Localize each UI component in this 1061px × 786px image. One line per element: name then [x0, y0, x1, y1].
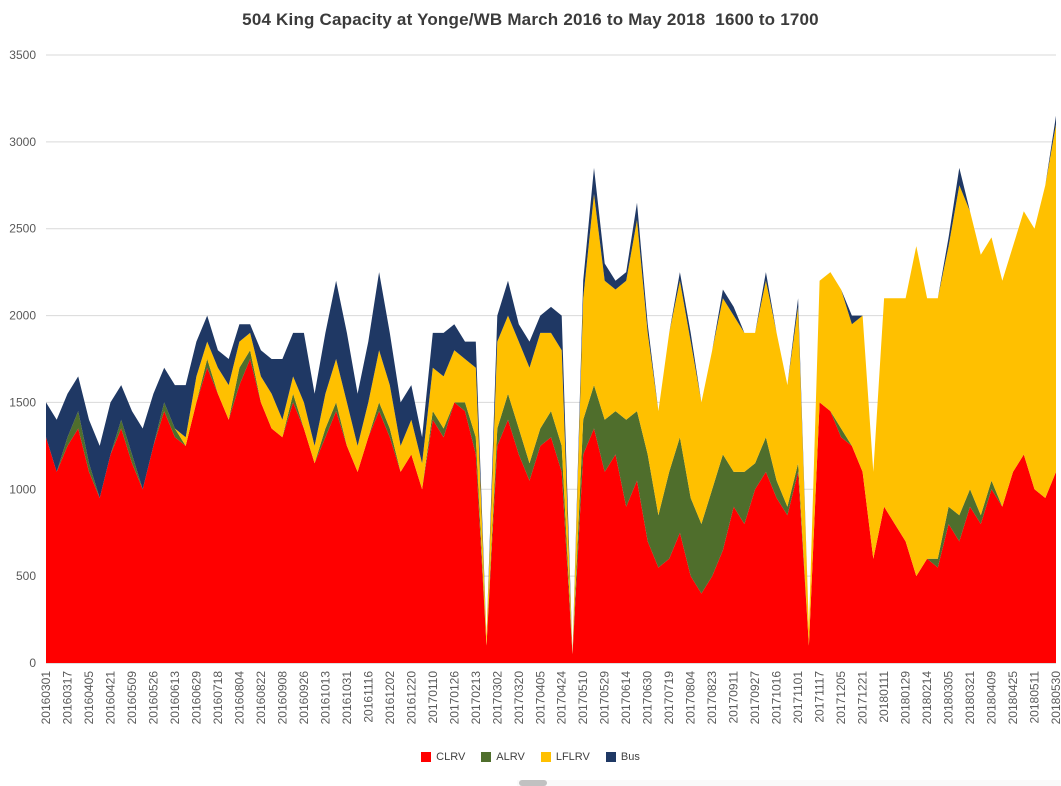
x-tick-label: 20160613	[168, 671, 182, 725]
legend-label: CLRV	[436, 751, 466, 763]
legend-label: Bus	[620, 751, 640, 763]
x-tick-label: 20170510	[576, 671, 590, 725]
y-tick-label: 0	[29, 656, 36, 670]
x-tick-label: 20180321	[963, 671, 977, 725]
x-tick-label: 20160718	[211, 671, 225, 725]
y-tick-label: 2000	[9, 309, 36, 323]
x-tick-label: 20161202	[383, 671, 397, 725]
y-tick-label: 500	[16, 569, 36, 583]
x-tick-label: 20160509	[125, 671, 139, 725]
x-tick-label: 20170804	[684, 671, 698, 725]
x-tick-label: 20180111	[877, 671, 891, 723]
x-tick-label: 20170302	[490, 671, 504, 725]
x-tick-label: 20171016	[770, 671, 784, 725]
x-tick-label: 20170126	[447, 671, 461, 725]
x-tick-label: 20161013	[318, 671, 332, 725]
x-tick-label: 20170529	[598, 671, 612, 725]
x-tick-label: 20180511	[1028, 671, 1042, 724]
y-tick-label: 1500	[9, 395, 36, 409]
x-tick-label: 20160908	[275, 671, 289, 725]
x-tick-label: 20160926	[297, 671, 311, 725]
legend-label: LFLRV	[555, 751, 590, 763]
x-tick-label: 20160629	[189, 671, 203, 725]
y-tick-label: 2500	[9, 222, 36, 236]
y-tick-label: 3000	[9, 135, 36, 149]
x-tick-label: 20160804	[232, 671, 246, 725]
x-tick-label: 20160822	[254, 671, 268, 725]
y-tick-label: 3500	[9, 48, 36, 62]
x-tick-label: 20170911	[727, 671, 741, 724]
x-tick-label: 20171117	[813, 671, 827, 723]
x-tick-label: 20170110	[426, 671, 440, 724]
x-tick-label: 20170320	[512, 671, 526, 725]
x-tick-label: 20170630	[641, 671, 655, 725]
x-tick-label: 20170213	[469, 671, 483, 725]
x-tick-label: 20180530	[1049, 671, 1061, 725]
x-tick-label: 20171101	[791, 671, 805, 724]
legend-item-bus: Bus	[605, 751, 640, 763]
legend-marker-lflrv	[540, 752, 551, 762]
y-tick-label: 1000	[9, 482, 36, 496]
chart-legend: CLRV ALRV LFLRV Bus	[0, 751, 1061, 763]
x-tick-label: 20171205	[834, 671, 848, 725]
x-tick-label: 20161220	[404, 671, 418, 725]
area-series-lflrv	[46, 124, 1056, 655]
x-tick-label: 20170614	[619, 671, 633, 725]
x-tick-label: 20170405	[533, 671, 547, 725]
x-tick-label: 20170927	[748, 671, 762, 725]
x-tick-label: 20160301	[39, 671, 53, 725]
x-tick-label: 20180425	[1006, 671, 1020, 725]
legend-item-clrv: CLRV	[421, 751, 465, 763]
x-tick-label: 20180305	[942, 671, 956, 725]
x-tick-label: 20160405	[82, 671, 96, 725]
x-tick-label: 20170719	[662, 671, 676, 725]
x-tick-label: 20161116	[361, 671, 375, 723]
x-tick-label: 20171221	[856, 671, 870, 725]
x-tick-label: 20160526	[146, 671, 160, 725]
legend-label: ALRV	[496, 751, 525, 763]
horizontal-scrollbar-thumb[interactable]	[519, 780, 547, 786]
legend-marker-bus	[605, 752, 616, 762]
legend-marker-alrv	[481, 752, 492, 762]
legend-item-alrv: ALRV	[481, 751, 525, 763]
x-tick-label: 20160317	[61, 671, 75, 725]
x-tick-label: 20160421	[104, 671, 118, 725]
x-tick-label: 20161031	[340, 671, 354, 725]
x-tick-label: 20170424	[555, 671, 569, 725]
x-tick-label: 20180129	[899, 671, 913, 725]
area-series-clrv	[46, 359, 1056, 663]
horizontal-scrollbar-track[interactable]	[517, 780, 1061, 786]
x-tick-label: 20170823	[705, 671, 719, 725]
x-tick-label: 20180409	[985, 671, 999, 725]
legend-item-lflrv: LFLRV	[540, 751, 590, 763]
legend-marker-clrv	[421, 752, 432, 762]
chart-title: 504 King Capacity at Yonge/WB March 2016…	[242, 10, 819, 29]
x-tick-label: 20180214	[920, 671, 934, 725]
